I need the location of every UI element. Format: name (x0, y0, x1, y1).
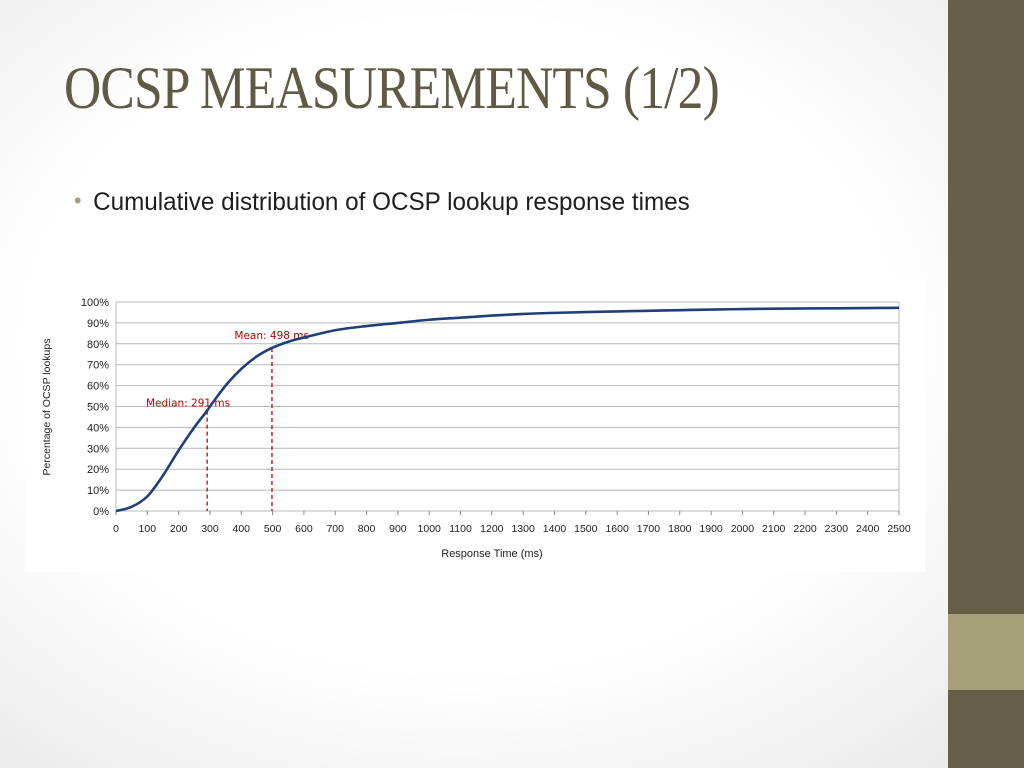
y-tick-label: 30% (87, 443, 109, 455)
y-tick-label: 80% (87, 339, 109, 351)
series-line (115, 306, 900, 513)
x-tick-label: 200 (170, 523, 188, 535)
y-tick-label: 20% (87, 464, 109, 476)
side-accent-block (948, 614, 1024, 690)
x-tick-label: 2000 (731, 523, 755, 535)
x-tick-label: 800 (358, 523, 376, 535)
x-tick-label: 2400 (856, 523, 880, 535)
x-tick-label: 1400 (543, 523, 567, 535)
x-tick-label: 2300 (825, 523, 849, 535)
series-layer (115, 306, 900, 513)
y-tick-label: 60% (87, 381, 109, 393)
x-tick-label: 600 (295, 523, 313, 535)
bullet-dot-icon: • (74, 188, 82, 213)
x-tick-label: 2200 (793, 523, 817, 535)
x-tick-label: 1900 (699, 523, 723, 535)
x-tick-label: 700 (326, 523, 344, 535)
x-tick-label: 1300 (511, 523, 535, 535)
x-tick-label: 300 (201, 523, 219, 535)
chart-image: 0% 10% 20% 30% 40% 50% 60% 70% 80% 90% 100% 0 100 20… (25, 281, 925, 572)
y-tick-label: 10% (87, 485, 109, 497)
bullet-item: • Cumulative distribution of OCSP lookup … (74, 188, 690, 217)
x-tick-label: 2500 (887, 523, 911, 535)
x-tick-label: 0 (113, 523, 119, 535)
slide-title: OCSP MEASUREMENTS (1/2) (64, 55, 720, 121)
annotations: Median: 291 ms Mean: 498 ms (146, 330, 309, 511)
x-tick-label: 1800 (668, 523, 692, 535)
x-tick-label: 400 (233, 523, 251, 535)
annotation-label: Mean: 498 ms (234, 330, 309, 342)
y-tick-label: 100% (81, 297, 109, 309)
y-tick-labels: 0% 10% 20% 30% 40% 50% 60% 70% 80% 90% 100% (81, 297, 109, 518)
x-tick-label: 1000 (418, 523, 442, 535)
x-tick-label: 500 (264, 523, 282, 535)
bullet-text: Cumulative distribution of OCSP lookup r… (93, 188, 690, 216)
y-tick-label: 40% (87, 422, 109, 434)
y-tick-label: 0% (93, 506, 109, 518)
x-tick-label: 900 (389, 523, 407, 535)
x-tick-label: 1500 (574, 523, 598, 535)
annotation-label: Median: 291 ms (146, 398, 230, 410)
y-axis-label: Percentage of OCSP lookups (41, 339, 53, 476)
x-axis-label: Response Time (ms) (441, 548, 542, 560)
y-tick-label: 90% (87, 318, 109, 330)
x-tick-label: 1600 (605, 523, 629, 535)
cdf-chart: 0% 10% 20% 30% 40% 50% 60% 70% 80% 90% 100% 0 100 20… (41, 297, 911, 560)
x-tick-label: 1200 (480, 523, 504, 535)
x-tick-label: 100 (139, 523, 157, 535)
x-tick-labels: 0 100 200 300 400 500 600 700 800 900 1000 1100 1200… (113, 523, 911, 535)
x-tick-label: 2100 (762, 523, 786, 535)
y-tick-label: 70% (87, 360, 109, 372)
y-tick-label: 50% (87, 402, 109, 414)
x-tick-label: 1700 (637, 523, 661, 535)
x-tick-label: 1100 (449, 523, 472, 535)
